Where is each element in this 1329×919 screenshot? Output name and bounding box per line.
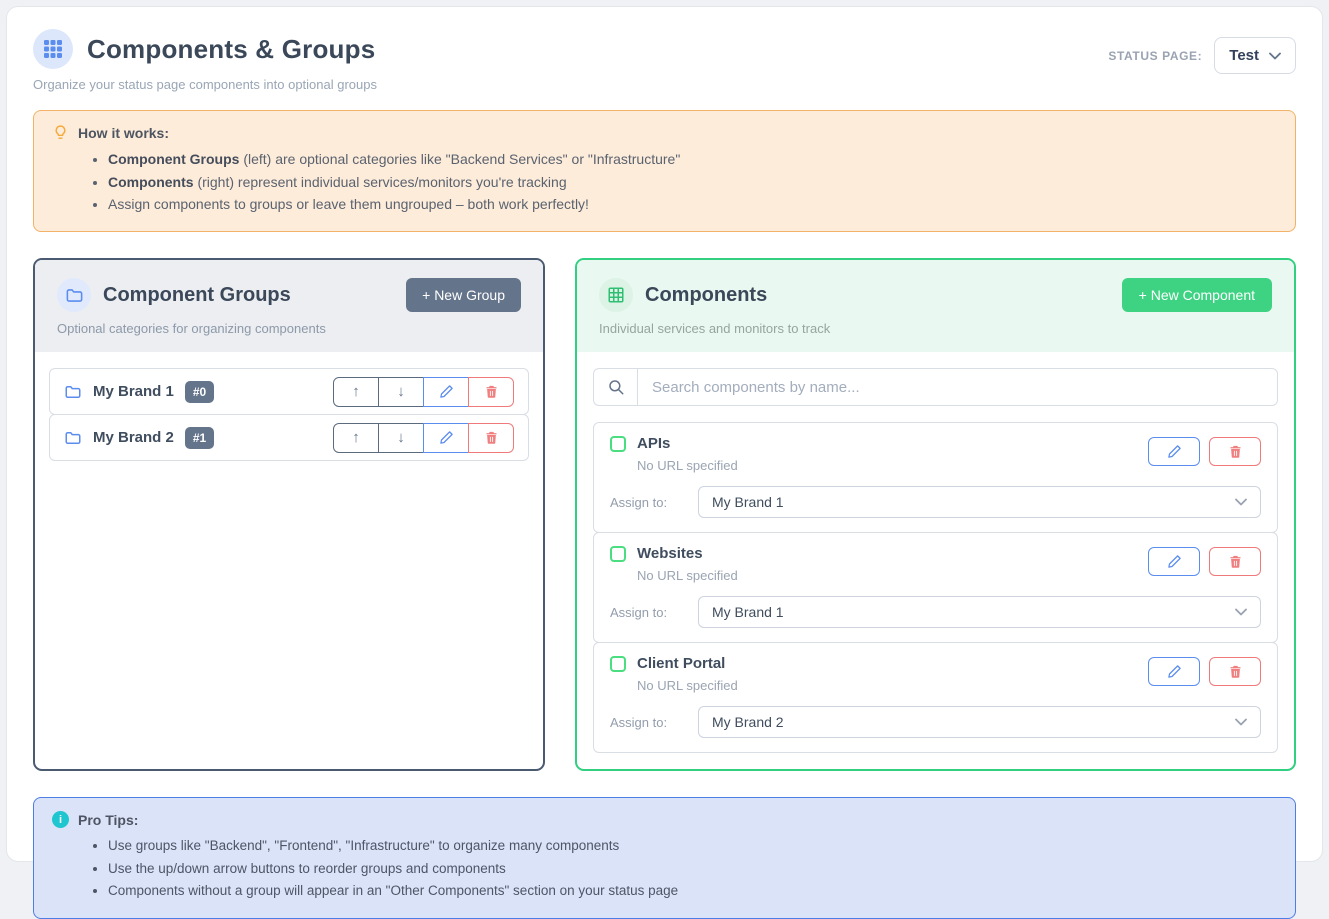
- pencil-icon: [439, 430, 454, 445]
- edit-component-button[interactable]: [1148, 547, 1200, 577]
- status-page-value: Test: [1229, 47, 1259, 64]
- how-it-works-item: Component Groups (left) are optional cat…: [108, 148, 1277, 171]
- component-groups-header: Component Groups + New Group Optional ca…: [35, 260, 543, 353]
- edit-group-button[interactable]: [423, 422, 469, 453]
- how-it-works-box: How it works: Component Groups (left) ar…: [33, 110, 1296, 233]
- assign-to-label: Assign to:: [610, 714, 668, 730]
- panels-container: Component Groups + New Group Optional ca…: [33, 258, 1296, 772]
- page-title: Components & Groups: [87, 33, 376, 64]
- group-name: My Brand 2: [93, 429, 174, 447]
- delete-component-button[interactable]: [1209, 657, 1261, 687]
- lightbulb-icon: [52, 124, 69, 141]
- pro-tip-item: Use the up/down arrow buttons to reorder…: [108, 858, 1277, 881]
- components-title: Components: [645, 283, 768, 306]
- trash-icon: [1228, 554, 1243, 569]
- component-groups-title: Component Groups: [103, 283, 291, 306]
- pencil-icon: [1167, 664, 1182, 679]
- component-url-status: No URL specified: [637, 568, 738, 584]
- pro-tip-item: Components without a group will appear i…: [108, 880, 1277, 903]
- edit-component-button[interactable]: [1148, 657, 1200, 687]
- trash-icon: [1228, 444, 1243, 459]
- page-header-left: Components & Groups Organize your status…: [33, 29, 377, 92]
- search-icon[interactable]: [594, 369, 638, 406]
- pencil-icon: [439, 384, 454, 399]
- component-groups-list: My Brand 1 #0 ↑ ↓: [35, 352, 543, 477]
- component-checkbox[interactable]: [610, 655, 626, 672]
- component-checkbox[interactable]: [610, 545, 626, 562]
- search-input[interactable]: [638, 369, 1277, 406]
- component-url-status: No URL specified: [637, 458, 738, 474]
- group-name: My Brand 1: [93, 383, 174, 401]
- how-it-works-title: How it works:: [78, 124, 170, 141]
- chevron-down-icon: [1235, 498, 1247, 506]
- trash-icon: [484, 384, 499, 399]
- page-header: Components & Groups Organize your status…: [33, 29, 1296, 92]
- pro-tips-list: Use groups like "Backend", "Frontend", "…: [68, 835, 1277, 903]
- page-subtitle: Organize your status page components int…: [33, 77, 377, 92]
- move-up-button[interactable]: ↑: [333, 422, 379, 453]
- new-group-button[interactable]: + New Group: [406, 278, 521, 313]
- group-row: My Brand 1 #0 ↑ ↓: [49, 368, 529, 416]
- status-page-dropdown[interactable]: Test: [1214, 37, 1296, 74]
- delete-group-button[interactable]: [468, 422, 514, 453]
- components-panel: Components + New Component Individual se…: [575, 258, 1296, 772]
- components-header: Components + New Component Individual se…: [577, 260, 1294, 353]
- trash-icon: [1228, 664, 1243, 679]
- pro-tips-title: Pro Tips:: [78, 811, 139, 828]
- chevron-down-icon: [1235, 608, 1247, 616]
- table-grid-icon: [599, 278, 633, 313]
- assign-group-select[interactable]: My Brand 1: [698, 596, 1261, 629]
- group-row: My Brand 2 #1 ↑ ↓: [49, 414, 529, 462]
- folder-icon: [64, 429, 82, 447]
- component-checkbox[interactable]: [610, 435, 626, 452]
- group-order-badge: #1: [184, 426, 215, 449]
- group-actions: ↑ ↓: [333, 376, 514, 407]
- chevron-down-icon: [1235, 718, 1247, 726]
- component-row: Websites No URL specified: [593, 532, 1278, 644]
- pencil-icon: [1167, 444, 1182, 459]
- edit-group-button[interactable]: [423, 376, 469, 407]
- component-url-status: No URL specified: [637, 678, 738, 694]
- delete-component-button[interactable]: [1209, 547, 1261, 577]
- components-subtitle: Individual services and monitors to trac…: [599, 321, 831, 337]
- how-it-works-item: Assign components to groups or leave the…: [108, 193, 1277, 216]
- assign-to-label: Assign to:: [610, 604, 668, 620]
- components-list: APIs No URL specified: [577, 352, 1294, 769]
- component-search: [593, 368, 1278, 407]
- delete-component-button[interactable]: [1209, 437, 1261, 467]
- how-it-works-item: Components (right) represent individual …: [108, 171, 1277, 194]
- pro-tip-item: Use groups like "Backend", "Frontend", "…: [108, 835, 1277, 858]
- assign-group-select[interactable]: My Brand 1: [698, 486, 1261, 519]
- move-up-button[interactable]: ↑: [333, 376, 379, 407]
- component-groups-subtitle: Optional categories for organizing compo…: [57, 321, 326, 337]
- grid-dots-icon: [33, 29, 73, 69]
- trash-icon: [484, 430, 499, 445]
- status-page-selector: STATUS PAGE: Test: [1108, 37, 1296, 74]
- chevron-down-icon: [1269, 52, 1281, 60]
- group-order-badge: #0: [184, 380, 215, 403]
- edit-component-button[interactable]: [1148, 437, 1200, 467]
- pro-tips-box: i Pro Tips: Use groups like "Backend", "…: [33, 797, 1296, 919]
- move-down-button[interactable]: ↓: [378, 376, 424, 407]
- pencil-icon: [1167, 554, 1182, 569]
- how-it-works-list: Component Groups (left) are optional cat…: [68, 148, 1277, 216]
- delete-group-button[interactable]: [468, 376, 514, 407]
- move-down-button[interactable]: ↓: [378, 422, 424, 453]
- assign-to-label: Assign to:: [610, 494, 668, 510]
- component-row: Client Portal No URL specified: [593, 642, 1278, 754]
- component-name: Client Portal: [637, 655, 726, 673]
- main-card: Components & Groups Organize your status…: [6, 6, 1323, 919]
- component-name: APIs: [637, 435, 671, 453]
- new-component-button[interactable]: + New Component: [1121, 278, 1272, 313]
- folder-icon: [57, 278, 91, 313]
- group-actions: ↑ ↓: [333, 422, 514, 453]
- status-page-label: STATUS PAGE:: [1108, 48, 1203, 63]
- info-icon: i: [52, 811, 69, 829]
- component-groups-panel: Component Groups + New Group Optional ca…: [33, 258, 545, 772]
- component-name: Websites: [637, 545, 703, 563]
- folder-icon: [64, 383, 82, 401]
- component-row: APIs No URL specified: [593, 422, 1278, 534]
- assign-group-select[interactable]: My Brand 2: [698, 706, 1261, 739]
